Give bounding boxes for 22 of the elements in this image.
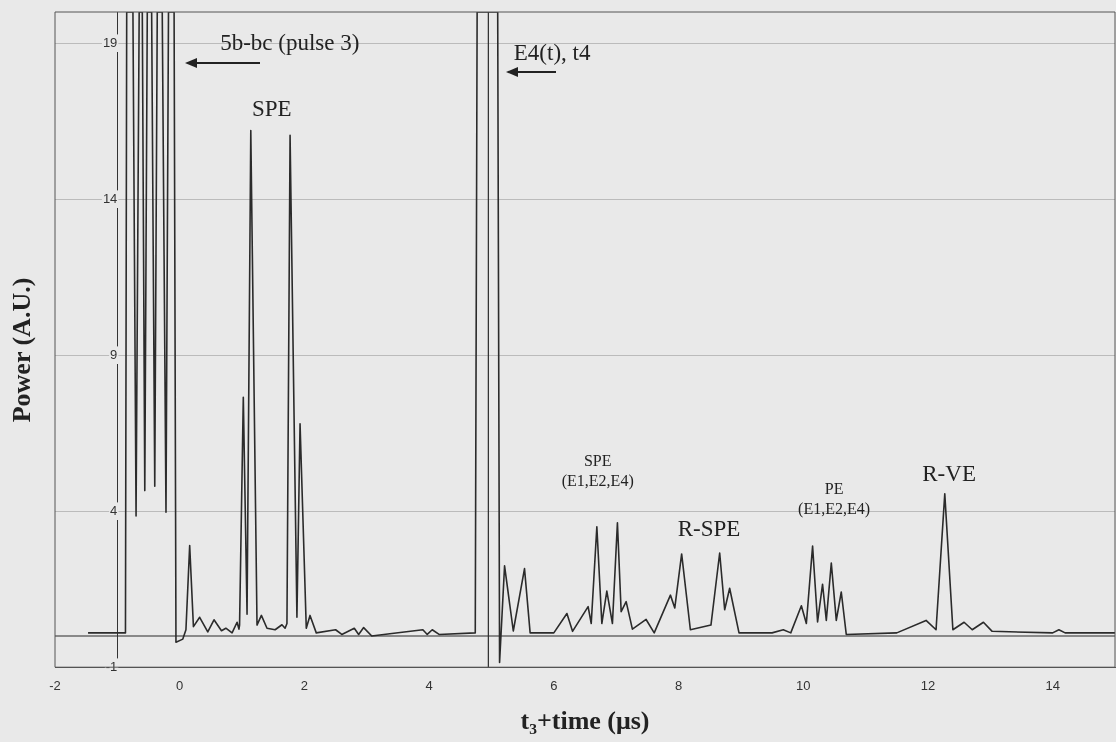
y-tick-label: 19 [102, 34, 118, 50]
annotation: SPE (E1,E2,E4) [561, 452, 634, 491]
x-tick-label: -2 [49, 677, 61, 693]
x-tick-label: 4 [425, 677, 433, 693]
x-axis-title: t₃+time (μs) [520, 706, 650, 736]
annotation: PE (E1,E2,E4) [798, 480, 871, 519]
y-tick-label: 4 [110, 502, 118, 518]
annotation: R-VE [922, 460, 976, 486]
annotation: 5b-bc (pulse 3) [220, 30, 360, 56]
x-tick-label: 12 [920, 677, 936, 693]
y-tick-label: 14 [102, 190, 118, 206]
annotation: E4(t), t4 [513, 39, 591, 65]
x-tick-label: 0 [176, 677, 184, 693]
x-tick-label: 2 [300, 677, 309, 693]
annotation: SPE [251, 96, 292, 122]
x-tick-label: 8 [674, 677, 683, 693]
x-tick-label: 10 [796, 677, 811, 693]
x-tick-label: 14 [1045, 677, 1060, 693]
y-axis-title: Power (A.U.) [7, 277, 37, 423]
x-tick-label: 6 [550, 677, 558, 693]
y-tick-label: 9 [110, 346, 118, 362]
annotation: R-SPE [677, 515, 741, 541]
